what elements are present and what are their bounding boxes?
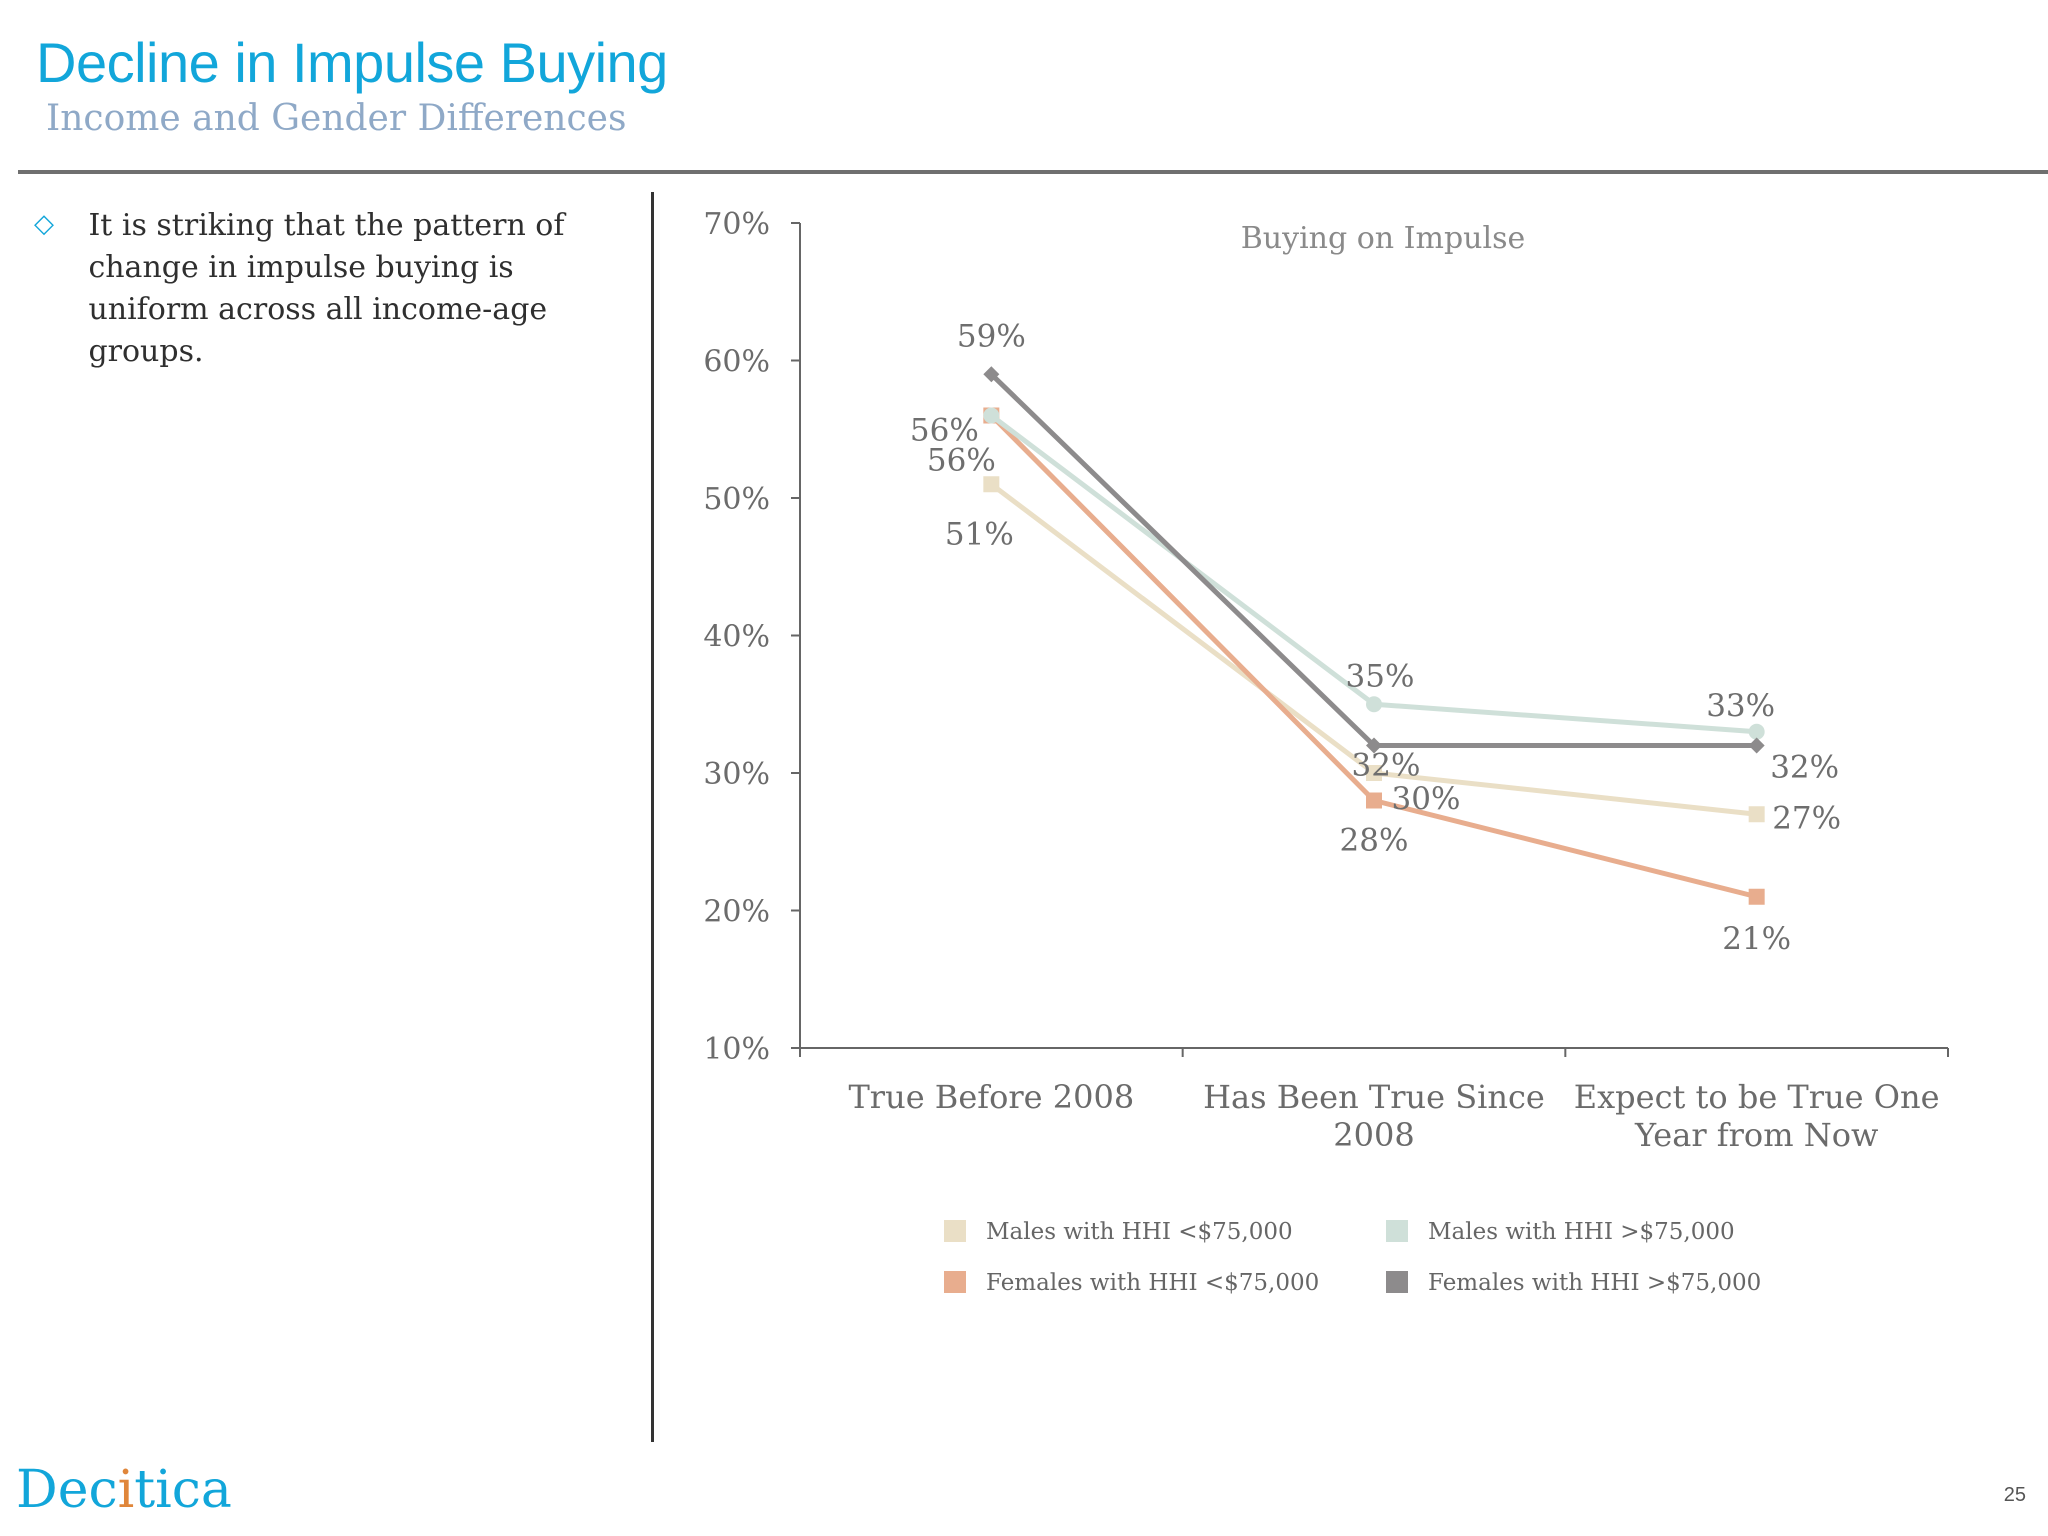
data-point-marker — [983, 476, 1000, 493]
data-label: 27% — [1772, 800, 1841, 836]
vertical-divider — [651, 192, 654, 1442]
y-tick-label: 60% — [703, 345, 770, 380]
chart-legend: Males with HHI <$75,000 Males with HHI >$… — [944, 1219, 1761, 1296]
y-tick-label: 50% — [703, 482, 770, 517]
data-point-marker — [1366, 792, 1382, 809]
legend-swatch — [1386, 1271, 1408, 1293]
legend-item: Females with HHI >$75,000 — [1386, 1270, 1761, 1296]
decitica-logo: Decitica — [16, 1460, 232, 1520]
data-label: 33% — [1706, 688, 1775, 724]
data-label: 21% — [1722, 921, 1791, 957]
data-point-marker — [1748, 737, 1765, 754]
bullet-text: It is striking that the pattern of chang… — [88, 208, 565, 369]
legend-swatch — [1386, 1220, 1408, 1242]
data-label: 32% — [1352, 748, 1421, 784]
y-tick-label: 30% — [703, 757, 770, 792]
data-point-marker — [1366, 696, 1382, 713]
data-label: 28% — [1340, 823, 1409, 859]
x-tick-label: Has Been True Since 2008 — [1203, 1078, 1545, 1154]
chart-title: Buying on Impulse — [1241, 221, 1525, 256]
logo-text-tail: tica — [134, 1460, 232, 1520]
logo-text-accent: i — [117, 1460, 135, 1520]
data-point-marker — [1366, 737, 1382, 754]
legend-item: Males with HHI <$75,000 — [944, 1219, 1293, 1245]
data-label: 35% — [1346, 658, 1415, 694]
legend-label: Females with HHI >$75,000 — [1428, 1270, 1761, 1296]
series-1 — [983, 407, 1765, 740]
data-label: 51% — [945, 516, 1014, 552]
y-tick-label: 20% — [703, 895, 770, 930]
legend-swatch — [944, 1220, 966, 1242]
data-point-marker — [1748, 888, 1765, 905]
series-3 — [983, 366, 1765, 754]
data-label: 59% — [957, 318, 1026, 354]
data-point-marker — [1748, 806, 1765, 823]
legend-swatch — [944, 1271, 966, 1293]
bullet-point: ◇ It is striking that the pattern of cha… — [34, 205, 594, 373]
legend-label: Females with HHI <$75,000 — [986, 1270, 1319, 1296]
data-point-marker — [983, 407, 1000, 424]
logo-text-main: Dec — [16, 1460, 118, 1520]
series-0 — [983, 476, 1765, 823]
legend-label: Males with HHI <$75,000 — [986, 1219, 1293, 1245]
legend-item: Females with HHI <$75,000 — [944, 1270, 1319, 1296]
data-point-marker — [983, 366, 1000, 383]
legend-item: Males with HHI >$75,000 — [1386, 1219, 1735, 1245]
title-divider — [18, 170, 2048, 174]
chart-series: 51% 30% 27% 56% 35% 33% 56% 28% 21% 59% 32% 32% — [910, 318, 1841, 957]
slide-title: Decline in Impulse Buying — [36, 31, 668, 94]
data-label: 56% — [927, 443, 996, 479]
data-label: 32% — [1770, 750, 1839, 786]
page-number: 25 — [2003, 1484, 2026, 1506]
y-tick-label: 10% — [703, 1032, 770, 1067]
slide-subtitle: Income and Gender Differences — [46, 98, 627, 139]
y-tick-label: 70% — [703, 207, 770, 242]
data-point-marker — [1366, 765, 1382, 781]
data-point-marker — [1748, 723, 1765, 740]
diamond-bullet-icon: ◇ — [34, 209, 54, 239]
chart-axes: 10% 20% 30% 40% 50% 60% 70% True Before 2008 Has… — [703, 207, 1949, 1154]
data-label: 56% — [910, 413, 979, 449]
y-tick-label: 40% — [703, 620, 770, 655]
data-label: 30% — [1392, 781, 1461, 817]
x-tick-label: True Before 2008 — [848, 1078, 1134, 1116]
legend-label: Males with HHI >$75,000 — [1428, 1219, 1735, 1245]
x-tick-label: Expect to be True One Year from Now — [1574, 1078, 1940, 1154]
